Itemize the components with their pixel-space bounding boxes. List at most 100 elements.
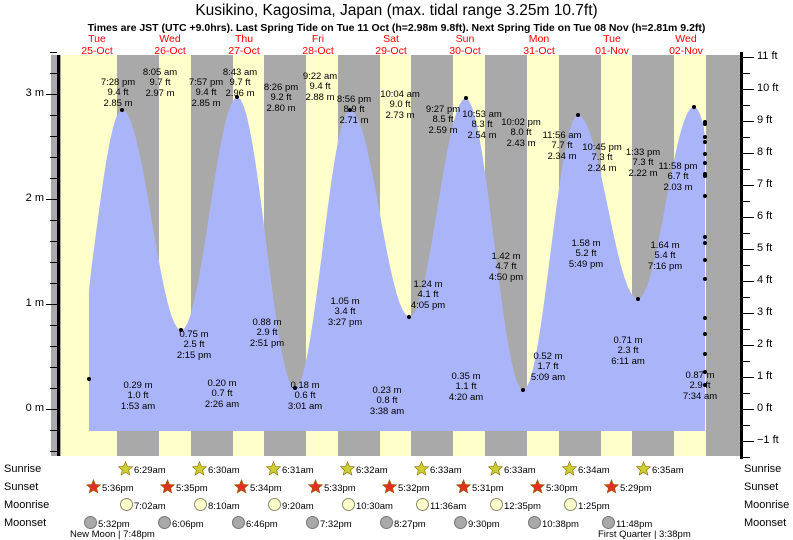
left-tick [50, 262, 57, 264]
sunset-cell-7: 5:29pm [604, 479, 652, 497]
tide-height-ft: 5.4 ft [654, 250, 676, 262]
sunrise-icon [340, 461, 355, 476]
tide-height-ft: 9.4 ft [309, 81, 331, 93]
tide-extreme-label-high: 10:45 pm 7.3 ft 2.24 m [562, 142, 642, 174]
right-tick [743, 313, 754, 314]
tide-height-m: 2.71 m [339, 114, 369, 126]
tide-time: 7:28 pm [100, 77, 136, 88]
day-header-8: Wed 02-Nov [651, 33, 721, 57]
right-axis-label: 7 ft [757, 178, 773, 190]
moon-rise-icon [564, 498, 577, 511]
left-axis-line [57, 55, 60, 456]
tide-height-ft: 9.0 ft [389, 99, 411, 111]
tide-extreme-label-low: 0.75 m 2.5 ft 2:15 pm [154, 329, 234, 361]
moonrise-cell-1: 8:10am [194, 498, 240, 514]
tide-height-m: 2.43 m [506, 137, 536, 149]
right-tick [743, 377, 754, 378]
day-header-3: Fri 28-Oct [283, 33, 353, 57]
row-label-sunrise-right: Sunrise [744, 463, 782, 475]
night-band-8 [705, 55, 740, 456]
tide-extreme-label-high: 1:33 pm 7.3 ft 2.22 m [603, 147, 683, 179]
tide-height-ft: 8.5 ft [432, 114, 454, 126]
tide-extreme-label-low: 0.71 m 2.3 ft 6:11 am [588, 335, 668, 367]
moonset-cell-5: 9:30pm [454, 516, 500, 532]
day-weekday: Tue [88, 33, 106, 45]
tide-extreme-label-low: 0.88 m 2.9 ft 2:51 pm [227, 317, 307, 349]
tide-extreme-label-low: 1.42 m 4.7 ft 4:50 pm [466, 251, 546, 283]
tide-time: 9:22 am [302, 71, 338, 82]
sunrise-icon [562, 461, 577, 476]
tide-extreme-label-high: 9:27 pm 8.5 ft 2.59 m [403, 104, 483, 136]
tide-time: 10:04 am [380, 89, 420, 100]
sunrise-cell-3-time: 6:32am [356, 464, 388, 476]
tide-extreme-label-high: 10:53 am 8.3 ft 2.54 m [442, 109, 522, 141]
tide-extreme-label-low: 1.58 m 5.2 ft 5:49 pm [546, 238, 626, 270]
right-axis-label: 5 ft [757, 242, 773, 254]
tide-extreme-dot [703, 276, 707, 281]
tide-time: 3:01 am [287, 400, 323, 412]
tide-extreme-dot [703, 352, 707, 357]
tide-height-ft: 7.3 ft [591, 152, 613, 164]
left-tick [46, 199, 57, 201]
tide-extreme-label-low: 0.20 m 0.7 ft 2:26 am [182, 378, 262, 410]
day-date: 31-Oct [523, 45, 555, 57]
moonset-cell-4-time: 8:27pm [394, 518, 426, 530]
tide-height-ft: 4.1 ft [417, 289, 439, 301]
tide-height-m: 1.42 m [491, 251, 521, 262]
day-weekday: Thu [234, 33, 254, 45]
tide-extreme-dot [703, 140, 707, 145]
tide-time: 2:15 pm [176, 349, 212, 361]
tide-extreme-label-low: 1.05 m 3.4 ft 3:27 pm [305, 296, 385, 328]
tide-height-m: 1.64 m [650, 240, 680, 251]
tide-time: 1:33 pm [625, 147, 661, 158]
moon-set-icon [306, 516, 319, 529]
right-axis-label: −1 ft [757, 434, 779, 446]
tide-extreme-dot [407, 314, 412, 319]
moonrise-cell-4: 11:36am [416, 498, 466, 514]
right-tick [743, 105, 750, 106]
tide-height-ft: 5.2 ft [575, 248, 597, 260]
tide-height-ft: 2.3 ft [617, 345, 639, 357]
left-tick [50, 157, 57, 159]
sunset-cell-4: 5:32pm [382, 479, 430, 497]
right-tick [743, 57, 754, 58]
right-tick [743, 297, 750, 298]
tide-extreme-dot [703, 241, 707, 246]
tide-height-ft: 9.2 ft [270, 92, 292, 104]
plot-left-edge-bar [51, 55, 61, 456]
sunset-icon [308, 479, 323, 494]
tide-extreme-dot [703, 122, 707, 127]
right-axis-label: 8 ft [757, 146, 773, 158]
sunrise-cell-6-time: 6:34am [578, 464, 610, 476]
tide-extreme-label-high: 10:02 pm 8.0 ft 2.43 m [481, 117, 561, 149]
moonrise-cell-5: 12:35pm [490, 498, 541, 514]
sunrise-cell-7: 6:35am [636, 461, 684, 479]
right-tick [743, 153, 754, 154]
moon-rise-icon [490, 498, 503, 511]
tide-height-ft: 0.6 ft [294, 390, 316, 402]
right-tick [743, 169, 750, 170]
right-tick [743, 217, 754, 218]
left-tick [50, 429, 57, 431]
tide-time: 2:51 pm [249, 337, 285, 349]
tide-extreme-dot [703, 370, 707, 375]
tide-height-m: 0.29 m [123, 380, 153, 391]
right-tick [743, 329, 750, 330]
tide-height-m: 2.88 m [305, 91, 335, 103]
right-axis-line [740, 52, 743, 459]
right-tick [743, 89, 754, 90]
sunset-icon [456, 479, 471, 494]
tide-time: 9:27 pm [425, 104, 461, 115]
moonset-cell-1: 6:06pm [158, 516, 204, 532]
tide-extreme-dot [703, 171, 707, 176]
tide-height-m: 0.87 m [685, 370, 715, 381]
sunrise-cell-2-time: 6:31am [282, 464, 314, 476]
sunrise-cell-2: 6:31am [266, 461, 314, 479]
sunset-icon [160, 479, 175, 494]
tide-extreme-label-high: 9:22 am 9.4 ft 2.88 m [280, 71, 360, 103]
right-tick [743, 345, 754, 346]
sunset-icon [382, 479, 397, 494]
sunrise-icon [488, 461, 503, 476]
tide-height-ft: 2.9 ft [256, 327, 278, 339]
moon-phase-label-0: New Moon | 7:48pm [70, 529, 155, 540]
